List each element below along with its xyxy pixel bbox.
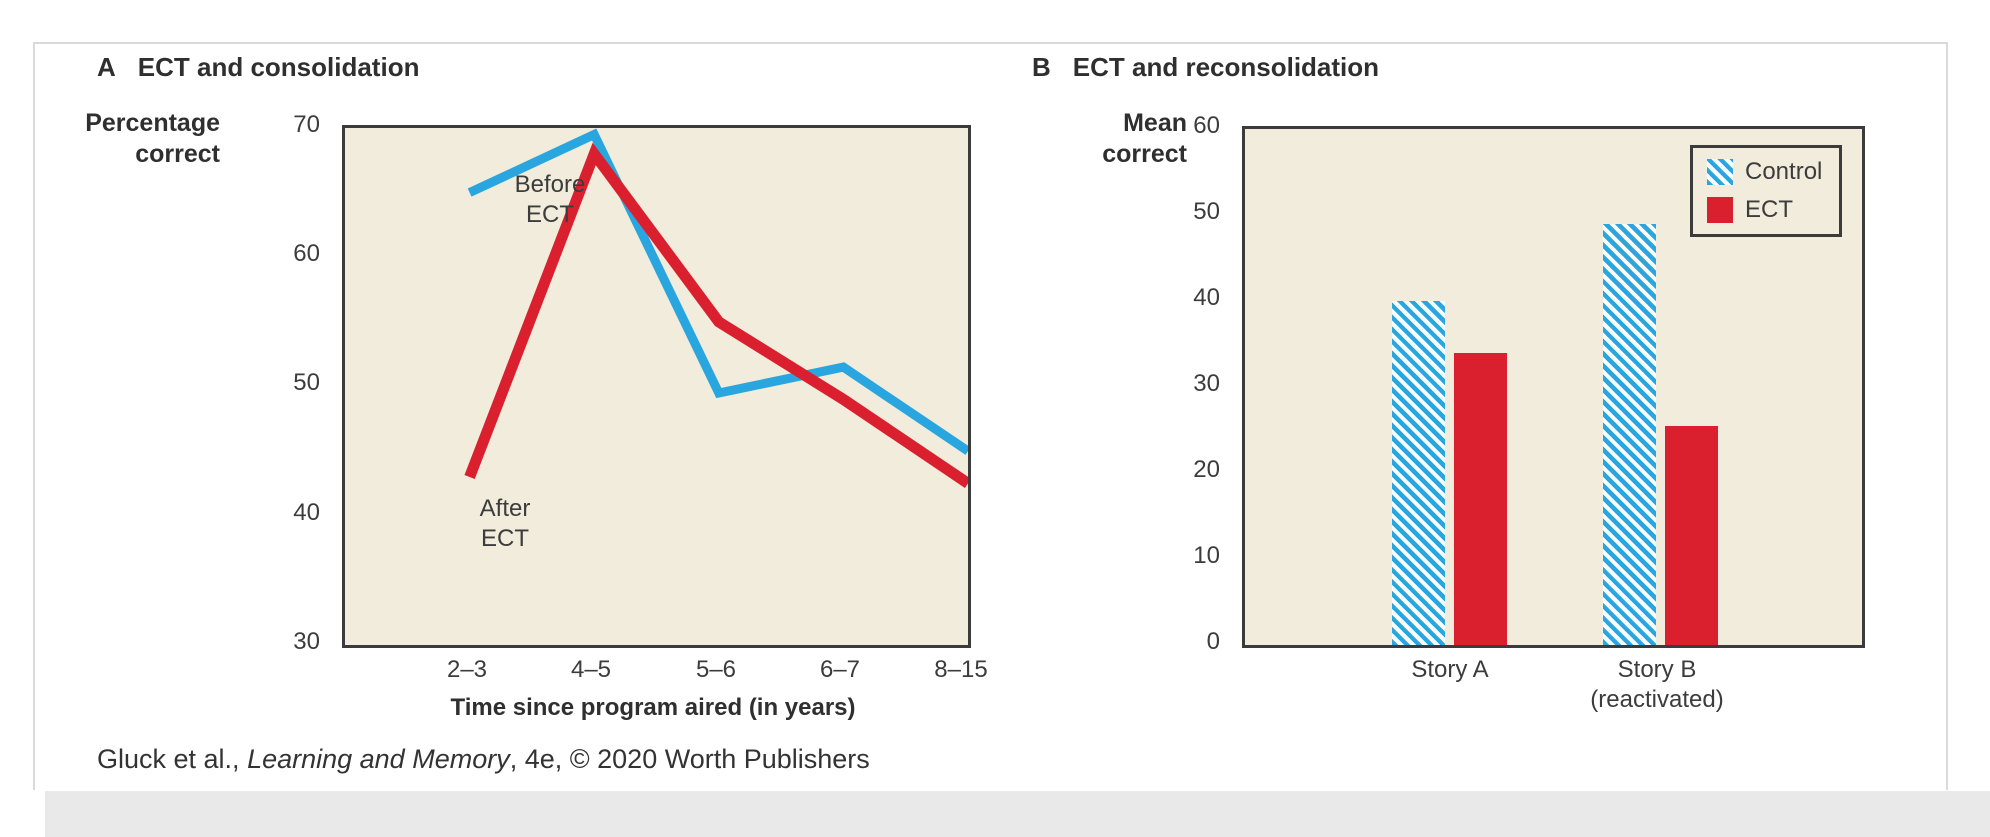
- panel-a-y-tick: 50: [293, 369, 320, 396]
- after-ect-line: [464, 142, 968, 488]
- panel-b-y-axis-label-line2: correct: [1102, 140, 1187, 168]
- panel-a-letter: A: [97, 52, 116, 82]
- panel-a-title-text: ECT and consolidation: [137, 52, 420, 82]
- panel-b-title: B ECT and reconsolidation: [1032, 52, 1379, 83]
- panel-b-x-tick-story-b-line1: Story B: [1617, 656, 1697, 683]
- figure-caption: Gluck et al., Learning and Memory, 4e, ©…: [97, 744, 870, 775]
- ect-bar-story-b: [1664, 425, 1718, 645]
- panel-a-y-axis-label-line2: correct: [135, 140, 220, 168]
- legend-label-control: Control: [1745, 158, 1823, 185]
- panel-b-x-tick-story-b: Story B (reactivated): [1590, 656, 1723, 714]
- caption-prefix: Gluck et al.,: [97, 744, 248, 774]
- panel-b-y-tick: 0: [1206, 628, 1220, 655]
- before-ect-line: [467, 128, 968, 455]
- panel-b-title-text: ECT and reconsolidation: [1072, 52, 1380, 82]
- bottom-strip: [45, 791, 1990, 837]
- figure-panel: A ECT and consolidation Percentage correc…: [33, 42, 1948, 790]
- panel-a-x-tick: 8–15: [934, 656, 988, 683]
- panel-a-plot-area: Before ECT After ECT: [342, 125, 971, 648]
- panel-b-y-axis-label-line1: Mean: [1123, 109, 1187, 137]
- before-ect-label-line1: Before: [514, 171, 586, 198]
- panel-b-y-tick: 50: [1193, 198, 1220, 225]
- ect-solid-swatch: [1707, 197, 1733, 223]
- after-ect-label-line1: After: [479, 495, 531, 522]
- panel-b-y-tick: 10: [1193, 542, 1220, 569]
- panel-a-y-tick: 30: [293, 628, 320, 655]
- panel-b-y-tick: 40: [1193, 284, 1220, 311]
- panel-b-x-tick-story-b-line2: (reactivated): [1590, 686, 1724, 713]
- after-ect-label-line2: ECT: [481, 525, 529, 552]
- panel-a-x-axis-label: Time since program aired (in years): [450, 694, 856, 721]
- legend-label-ect: ECT: [1745, 196, 1793, 223]
- line-chart: [464, 128, 968, 488]
- panel-a-y-tick: 70: [293, 111, 320, 138]
- legend-entry-ect: ECT: [1707, 196, 1827, 224]
- panel-b-y-tick: 20: [1193, 456, 1220, 483]
- panel-a-y-axis-label-line1: Percentage: [85, 109, 220, 137]
- panel-b-x-tick-story-a: Story A: [1411, 656, 1489, 683]
- panel-a-y-tick: 60: [293, 240, 320, 267]
- panel-a-x-tick: 2–3: [446, 656, 488, 683]
- ect-bar-story-a: [1453, 352, 1507, 645]
- panel-a-title: A ECT and consolidation: [97, 52, 419, 83]
- control-bar-story-b: [1602, 223, 1656, 645]
- caption-italic-title: Learning and Memory: [247, 744, 510, 774]
- panel-a-x-tick: 6–7: [819, 656, 861, 683]
- panel-b-y-axis-label: Mean correct: [1047, 108, 1187, 170]
- caption-suffix: , 4e, © 2020 Worth Publishers: [509, 744, 870, 774]
- panel-b-y-tick: 30: [1193, 370, 1220, 397]
- panel-b-plot-area: Control ECT: [1242, 126, 1865, 648]
- before-ect-label: Before ECT: [515, 170, 586, 230]
- before-ect-label-line2: ECT: [526, 201, 574, 228]
- legend-entry-control: Control: [1707, 158, 1827, 186]
- panel-a-y-axis-label: Percentage correct: [80, 108, 220, 170]
- control-bar-story-a: [1391, 301, 1445, 645]
- after-ect-label: After ECT: [480, 494, 531, 554]
- panel-b-letter: B: [1032, 52, 1051, 82]
- panel-a-x-tick: 5–6: [695, 656, 737, 683]
- panel-b-y-tick: 60: [1193, 112, 1220, 139]
- panel-a-x-tick: 4–5: [570, 656, 612, 683]
- panel-a-y-tick: 40: [293, 499, 320, 526]
- legend: Control ECT: [1690, 145, 1842, 237]
- control-hatch-swatch: [1707, 159, 1733, 185]
